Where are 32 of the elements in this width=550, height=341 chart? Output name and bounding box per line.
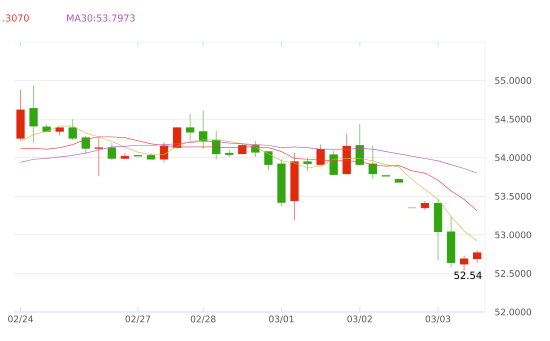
- y-tick-label: 54.0000: [495, 154, 532, 162]
- x-tick-label: 03/02: [347, 316, 372, 324]
- candlestick: [303, 157, 312, 172]
- candlestick: [420, 200, 430, 211]
- x-tick-label: 03/03: [426, 316, 450, 324]
- x-tick-label: 02/28: [190, 316, 216, 324]
- candlestick: [186, 113, 194, 142]
- text: .3070: [3, 14, 29, 22]
- candlestick: [29, 84, 38, 144]
- x-tick-label: 02/27: [126, 316, 150, 324]
- y-tick-label: 54.5000: [495, 116, 532, 123]
- y-tick-label: 53.5000: [495, 192, 532, 200]
- y-tick-label: 52.0000: [495, 308, 532, 316]
- candlestick: [199, 110, 208, 150]
- x-tick-label: 02/24: [8, 316, 33, 324]
- candlestick: [82, 136, 90, 154]
- candlestick: [160, 142, 168, 163]
- y-tick-label: 55.0000: [495, 77, 532, 84]
- candlestick: [94, 136, 103, 177]
- candlestick: [316, 144, 325, 166]
- text: MA30:53.7973: [67, 14, 135, 22]
- candlestick: [264, 151, 273, 171]
- y-tick-label: 52.5000: [495, 270, 532, 277]
- candlestick: [473, 250, 482, 264]
- candlestick: [368, 144, 377, 179]
- candlestick: [108, 142, 116, 160]
- candlestick: [460, 255, 468, 271]
- y-tick-label: 53.0000: [495, 231, 532, 238]
- annotation: 52.54: [454, 272, 482, 280]
- candlestick: [68, 118, 77, 140]
- x-tick-label: 03/01: [269, 316, 294, 324]
- candlestick: [172, 126, 182, 149]
